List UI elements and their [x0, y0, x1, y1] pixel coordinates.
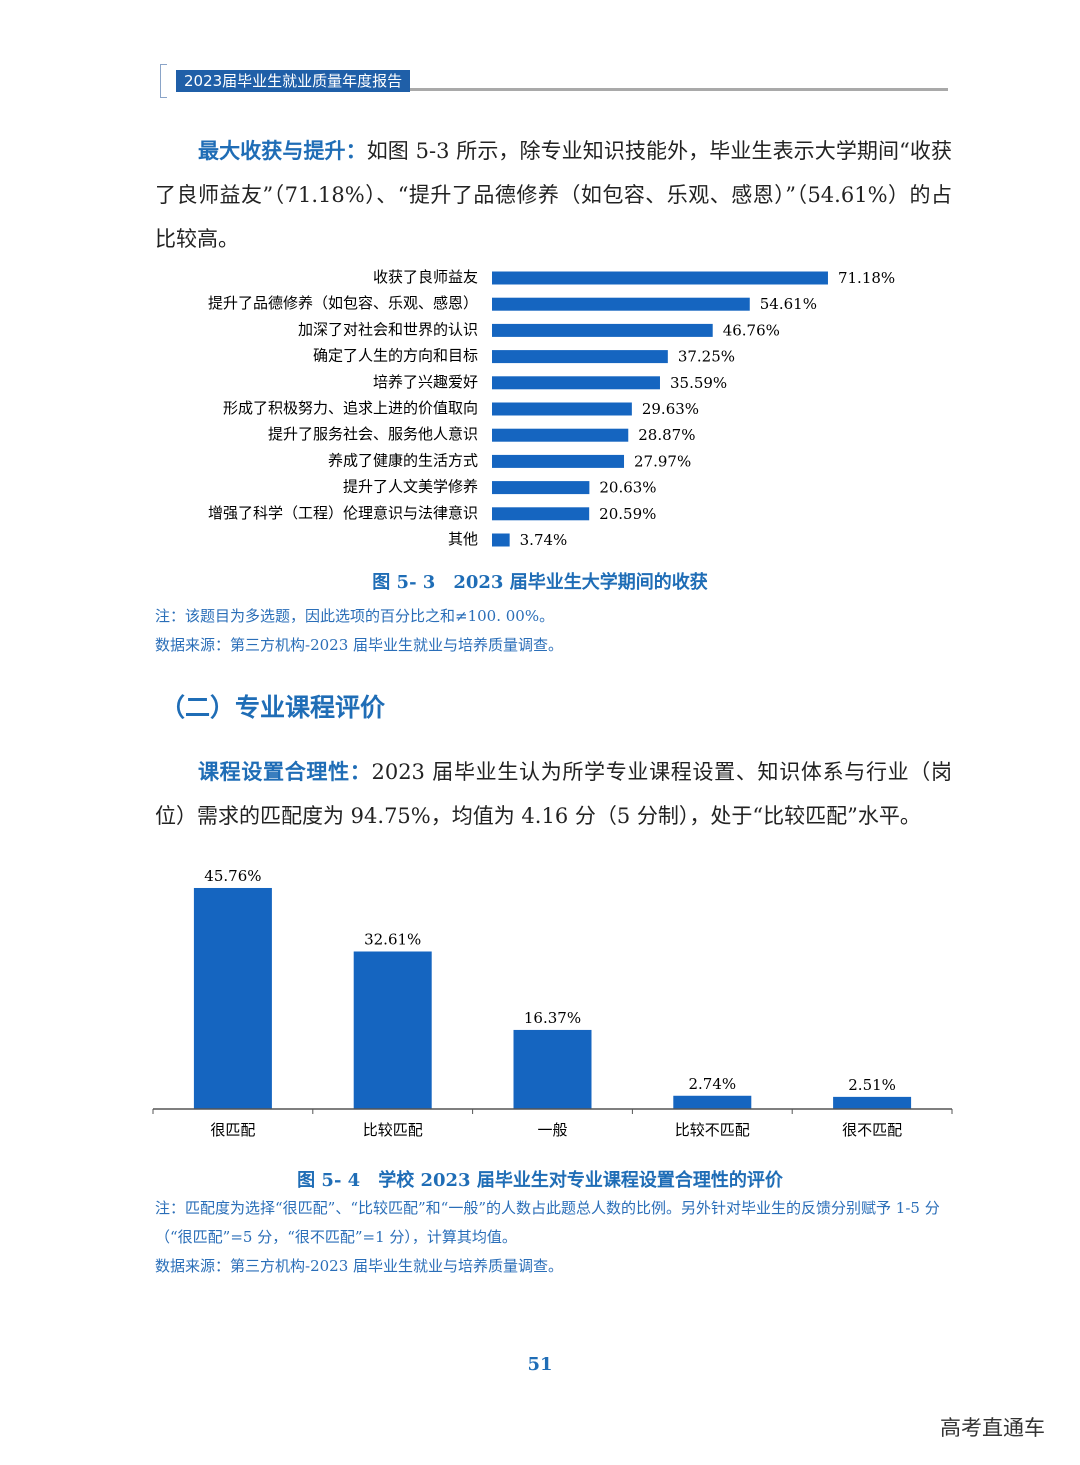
bar — [492, 533, 510, 547]
header-band — [176, 70, 410, 92]
paragraph-text: 如图 5-3 所示，除专业知识技能外，毕业生表示大学期间“收获了良师益友”（71… — [155, 139, 953, 251]
category-label: 很不匹配 — [842, 1121, 902, 1139]
category-label: 其他 — [448, 530, 478, 548]
source-note: 数据来源：第三方机构-2023 届毕业生就业与培养质量调查。 — [155, 1257, 564, 1275]
header-rule — [410, 88, 948, 91]
bar — [492, 402, 632, 416]
bar — [492, 271, 828, 285]
value-label: 54.61% — [760, 295, 817, 313]
value-label: 71.18% — [838, 269, 895, 287]
section-heading: （二）专业课程评价 — [160, 693, 386, 722]
bar — [492, 454, 625, 468]
paragraph: 最大收获与提升：如图 5-3 所示，除专业知识技能外，毕业生表示大学期间“收获了… — [155, 129, 952, 261]
chart: 45.76% 很匹配 32.61% 比较匹配 16.37% 一般 2.74% 比较不匹配 2.5… — [152, 867, 953, 1139]
value-label: 35.59% — [670, 374, 727, 392]
source-note: 数据来源：第三方机构-2023 届毕业生就业与培养质量调查。 — [155, 636, 564, 654]
value-label: 46.76% — [723, 321, 780, 339]
figure-caption: 图 5- 4 学校 2023 届毕业生对专业课程设置合理性的评价 — [297, 1170, 783, 1191]
category-label: 增强了科学（工程）伦理意识与法律意识 — [208, 504, 478, 522]
bar — [492, 507, 590, 521]
category-label: 加深了对社会和世界的认识 — [298, 320, 478, 338]
bar — [353, 951, 432, 1109]
note: 注：匹配度为选择“很匹配”、“比较匹配”和“一般”的人数占此题总人数的比例。另外… — [155, 1199, 940, 1246]
bar — [673, 1095, 752, 1109]
bar — [833, 1096, 912, 1109]
category-label: 很匹配 — [210, 1121, 255, 1139]
paragraph-lead: 最大收获与提升： — [198, 139, 367, 163]
category-label: 提升了服务社会、服务他人意识 — [268, 425, 478, 443]
category-label: 确定了人生的方向和目标 — [313, 347, 478, 365]
chart: 收获了良师益友 71.18% 提升了品德修养（如包容、乐观、感恩） 54.61% 加深了… — [208, 268, 895, 549]
value-label: 28.87% — [638, 426, 695, 444]
category-label: 提升了人文美学修养 — [343, 478, 478, 496]
value-label: 45.76% — [204, 867, 261, 885]
value-label: 16.37% — [524, 1009, 581, 1027]
bar — [492, 297, 750, 311]
value-label: 3.74% — [520, 531, 568, 549]
page-number: 51 — [527, 1354, 553, 1375]
paragraph-text: 2023 届毕业生认为所学专业课程设置、知识体系与行业（岗位）需求的匹配度为 9… — [155, 760, 952, 828]
bar — [193, 887, 272, 1109]
bar — [492, 323, 713, 337]
watermark: 高考直通车 — [940, 1416, 1045, 1440]
value-label: 37.25% — [678, 348, 735, 366]
figure-caption: 图 5- 3 2023 届毕业生大学期间的收获 — [372, 572, 708, 593]
value-label: 2.74% — [688, 1075, 736, 1093]
bar — [513, 1029, 592, 1109]
bar — [492, 350, 668, 364]
value-label: 20.59% — [599, 505, 656, 523]
paragraph-lead: 课程设置合理性： — [198, 760, 372, 784]
category-label: 提升了品德修养（如包容、乐观、感恩） — [208, 294, 478, 312]
category-label: 培养了兴趣爱好 — [373, 373, 478, 391]
bar — [492, 481, 590, 495]
value-label: 29.63% — [642, 400, 699, 418]
bar — [492, 376, 660, 390]
value-label: 27.97% — [634, 452, 691, 470]
value-label: 20.63% — [599, 479, 656, 497]
category-label: 比较匹配 — [363, 1121, 423, 1139]
value-label: 32.61% — [364, 930, 421, 948]
paragraph: 课程设置合理性：2023 届毕业生认为所学专业课程设置、知识体系与行业（岗位）需… — [155, 750, 952, 838]
note: 注：该题目为多选题，因此选项的百分比之和≠100. 00%。 — [155, 607, 555, 625]
category-label: 养成了健康的生活方式 — [328, 451, 478, 469]
category-label: 比较不匹配 — [675, 1121, 750, 1139]
value-label: 2.51% — [848, 1076, 896, 1094]
header-title: 2023届毕业生就业质量年度报告 — [184, 72, 403, 90]
header-bracket — [160, 64, 167, 98]
category-label: 形成了积极努力、追求上进的价值取向 — [223, 399, 478, 417]
category-label: 一般 — [537, 1121, 567, 1139]
bar — [492, 428, 629, 442]
category-label: 收获了良师益友 — [373, 268, 478, 286]
